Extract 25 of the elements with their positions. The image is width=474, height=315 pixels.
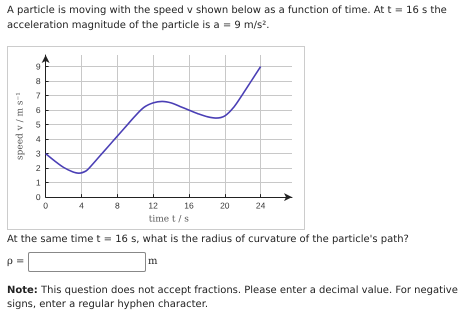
y-tick-label: 5: [36, 120, 41, 130]
y-tick-label: 0: [36, 192, 41, 202]
text: ρ =: [7, 256, 24, 267]
text: At the same time t = 16 s, what is the radius of curvature of the particle's path?: [7, 234, 410, 245]
y-tick-label: 9: [36, 62, 41, 72]
x-tick-label: 4: [79, 200, 84, 211]
x-tick-label: 24: [256, 200, 266, 211]
line-series: [44, 66, 262, 174]
y-tick-label: 4: [36, 134, 41, 144]
y-tick-label: 8: [36, 76, 41, 86]
x-tick-label: 12: [148, 200, 158, 211]
y-axis-title: speed v / m s⁻¹: [16, 92, 26, 160]
y-tick-label: 2: [36, 163, 41, 174]
y-tick-label: 3: [36, 148, 41, 159]
x-tick-label: 0: [43, 200, 48, 211]
text: m: [148, 256, 158, 267]
y-tick-label: 1: [36, 178, 41, 188]
y-tick-label: 7: [36, 90, 41, 101]
x-tick-label: 8: [114, 200, 120, 211]
chart-title: A particle is moving with the speed v shown below as a function of time. At t = 16 s the acceleration magnitude of the particle is a = 9 m/s².: [7, 4, 448, 33]
text: Note: This question does not accept fractions. Please enter a decimal value. For negative signs, enter a regular hyphen character.: [7, 284, 459, 312]
x-tick-label: 20: [220, 200, 230, 211]
y-tick-label: 6: [36, 105, 41, 116]
x-axis-title: time t / s: [148, 214, 190, 224]
x-tick-label: 16: [184, 200, 194, 211]
